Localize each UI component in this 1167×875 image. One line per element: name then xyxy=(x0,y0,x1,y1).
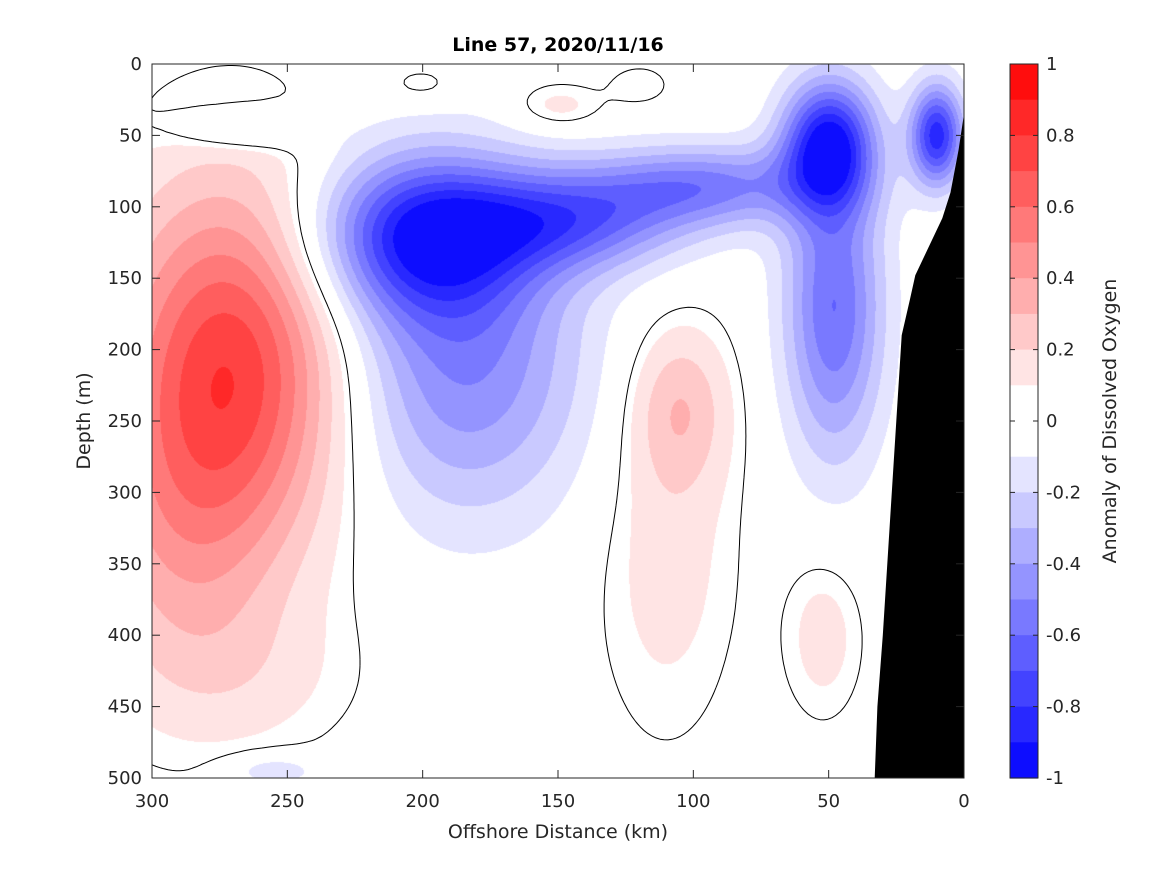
x-tick-label: 50 xyxy=(817,791,840,812)
heatmap-container xyxy=(152,64,964,778)
zero-contour-line xyxy=(151,65,863,772)
y-tick-label: 100 xyxy=(108,197,142,218)
colorbar-band xyxy=(1010,99,1038,136)
y-tick-label: 400 xyxy=(108,625,142,646)
y-tick-label: 0 xyxy=(131,54,142,75)
colorbar-band xyxy=(1010,242,1038,279)
colorbar-tick-label: 0.8 xyxy=(1046,125,1075,146)
y-tick-label: 200 xyxy=(108,340,142,361)
colorbar-band xyxy=(1010,64,1038,101)
colorbar-tick-label: 0.2 xyxy=(1046,340,1075,361)
y-axis-label: Depth (m) xyxy=(73,372,95,469)
colorbar-band xyxy=(1010,313,1038,351)
seafloor-bathymetry xyxy=(874,114,964,778)
y-tick-label: 450 xyxy=(108,697,142,718)
colorbar-band xyxy=(1010,278,1038,315)
chart-title: Line 57, 2020/11/16 xyxy=(452,34,664,56)
zero-contour-layer xyxy=(151,65,863,772)
colorbar-tick-label: 0 xyxy=(1046,411,1057,432)
y-axis-ticks: 0 50 100 150 200 250 300 350 400 450 500 xyxy=(108,54,964,789)
colorbar-bands xyxy=(1010,64,1038,779)
colorbar: 1 0.8 0.6 0.4 0.2 0 -0.2 -0.4 -0.6 -0.8 -1 xyxy=(1009,54,1081,789)
colorbar-ticks: 1 0.8 0.6 0.4 0.2 0 -0.2 -0.4 -0.6 -0.8 -1 xyxy=(1010,54,1081,789)
x-axis-label: Offshore Distance (km) xyxy=(448,821,668,843)
colorbar-band xyxy=(1010,635,1038,672)
colorbar-tick-label: -0.6 xyxy=(1046,625,1081,646)
x-tick-label: 150 xyxy=(541,791,575,812)
x-axis-ticks: 300 250 200 150 100 50 0 xyxy=(135,64,970,812)
x-tick-label: 300 xyxy=(135,791,169,812)
colorbar-band xyxy=(1010,456,1038,493)
colorbar-tick-label: -0.2 xyxy=(1046,482,1081,503)
colorbar-band xyxy=(1010,528,1038,565)
colorbar-tick-label: 1 xyxy=(1046,54,1057,75)
y-tick-label: 150 xyxy=(108,268,142,289)
colorbar-band xyxy=(1010,206,1038,244)
colorbar-band xyxy=(1010,385,1038,422)
colorbar-band xyxy=(1010,171,1038,208)
y-tick-label: 50 xyxy=(119,125,142,146)
colorbar-tick-label: 0.4 xyxy=(1046,268,1075,289)
x-tick-label: 0 xyxy=(958,791,969,812)
anomaly-heatmap xyxy=(152,64,964,778)
colorbar-band xyxy=(1010,135,1038,172)
y-tick-label: 300 xyxy=(108,482,142,503)
colorbar-band xyxy=(1010,599,1038,636)
y-tick-label: 500 xyxy=(108,768,142,789)
x-tick-label: 200 xyxy=(405,791,439,812)
colorbar-band xyxy=(1010,492,1038,529)
y-tick-label: 250 xyxy=(108,411,142,432)
x-tick-label: 250 xyxy=(270,791,304,812)
colorbar-band xyxy=(1010,742,1038,779)
y-tick-label: 350 xyxy=(108,554,142,575)
colorbar-tick-label: -0.4 xyxy=(1046,554,1081,575)
colorbar-band xyxy=(1010,563,1038,601)
colorbar-tick-label: -1 xyxy=(1046,768,1064,789)
colorbar-band xyxy=(1010,421,1038,458)
colorbar-tick-label: -0.8 xyxy=(1046,697,1081,718)
plot-area: 300 250 200 150 100 50 0 050100150200250300350… xyxy=(108,54,970,812)
colorbar-band xyxy=(1010,706,1038,743)
colorbar-band xyxy=(1010,349,1038,386)
colorbar-tick-label: 0.6 xyxy=(1046,197,1075,218)
colorbar-band xyxy=(1010,670,1038,708)
colorbar-label: Anomaly of Dissolved Oxygen xyxy=(1099,279,1121,564)
x-tick-label: 100 xyxy=(676,791,710,812)
